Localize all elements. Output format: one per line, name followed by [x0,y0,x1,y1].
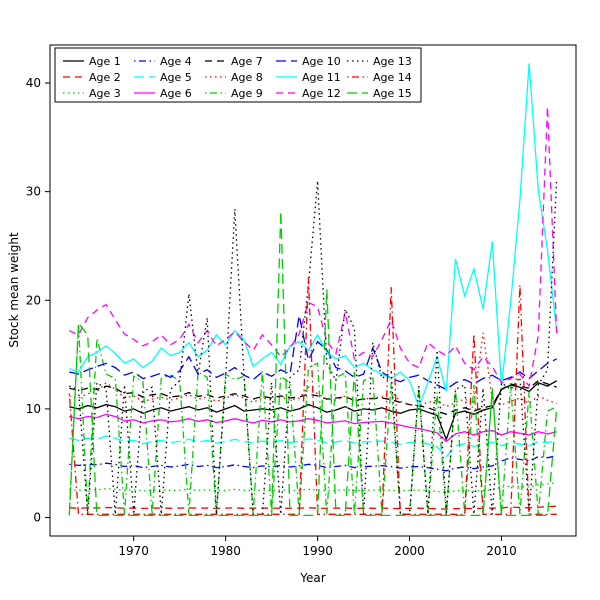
series-line-age-9 [68,324,557,515]
series-line-age-7 [69,379,557,416]
x-tick-label: 2000 [394,544,425,558]
series-line-age-13 [69,178,558,515]
series-line-age-14 [68,277,557,515]
y-tick-label: 40 [26,76,41,90]
y-tick-label: 30 [26,185,41,199]
series-line-age-12 [69,106,558,388]
x-tick-label: 2010 [486,544,517,558]
x-tick-label: 1970 [118,544,149,558]
legend-label: Age 2 [89,71,121,84]
legend-label: Age 10 [302,55,341,68]
legend-label: Age 4 [160,55,192,68]
legend-label: Age 1 [89,55,121,68]
plot-box [49,44,577,537]
series-line-age-5 [69,435,557,458]
x-tick-label: 1990 [302,544,333,558]
legend-label: Age 11 [302,71,341,84]
series-line-age-6 [69,413,557,443]
legend-box [54,47,422,103]
legend-label: Age 8 [231,71,263,84]
y-tick-label: 10 [26,402,41,416]
legend-label: Age 5 [160,71,192,84]
series-line-age-2 [69,505,557,510]
series-line-age-4 [69,454,557,472]
y-tick-label: 20 [26,293,41,307]
legend-label: Age 15 [373,87,412,100]
legend-label: Age 12 [302,87,341,100]
y-axis-title: Stock mean weight [7,232,21,348]
legend-label: Age 3 [89,87,121,100]
x-axis-title: Year [300,571,326,585]
legend-label: Age 9 [231,87,263,100]
legend-label: Age 6 [160,87,192,100]
legend-label: Age 14 [373,71,412,84]
y-tick-label: 0 [33,511,41,525]
series-line-age-11 [69,63,558,409]
legend-label: Age 13 [373,55,412,68]
series-line-age-3 [69,482,557,494]
x-tick-label: 1980 [210,544,241,558]
series-line-age-15 [68,211,558,517]
legend-label: Age 7 [231,55,263,68]
series-line-age-10 [69,315,557,391]
